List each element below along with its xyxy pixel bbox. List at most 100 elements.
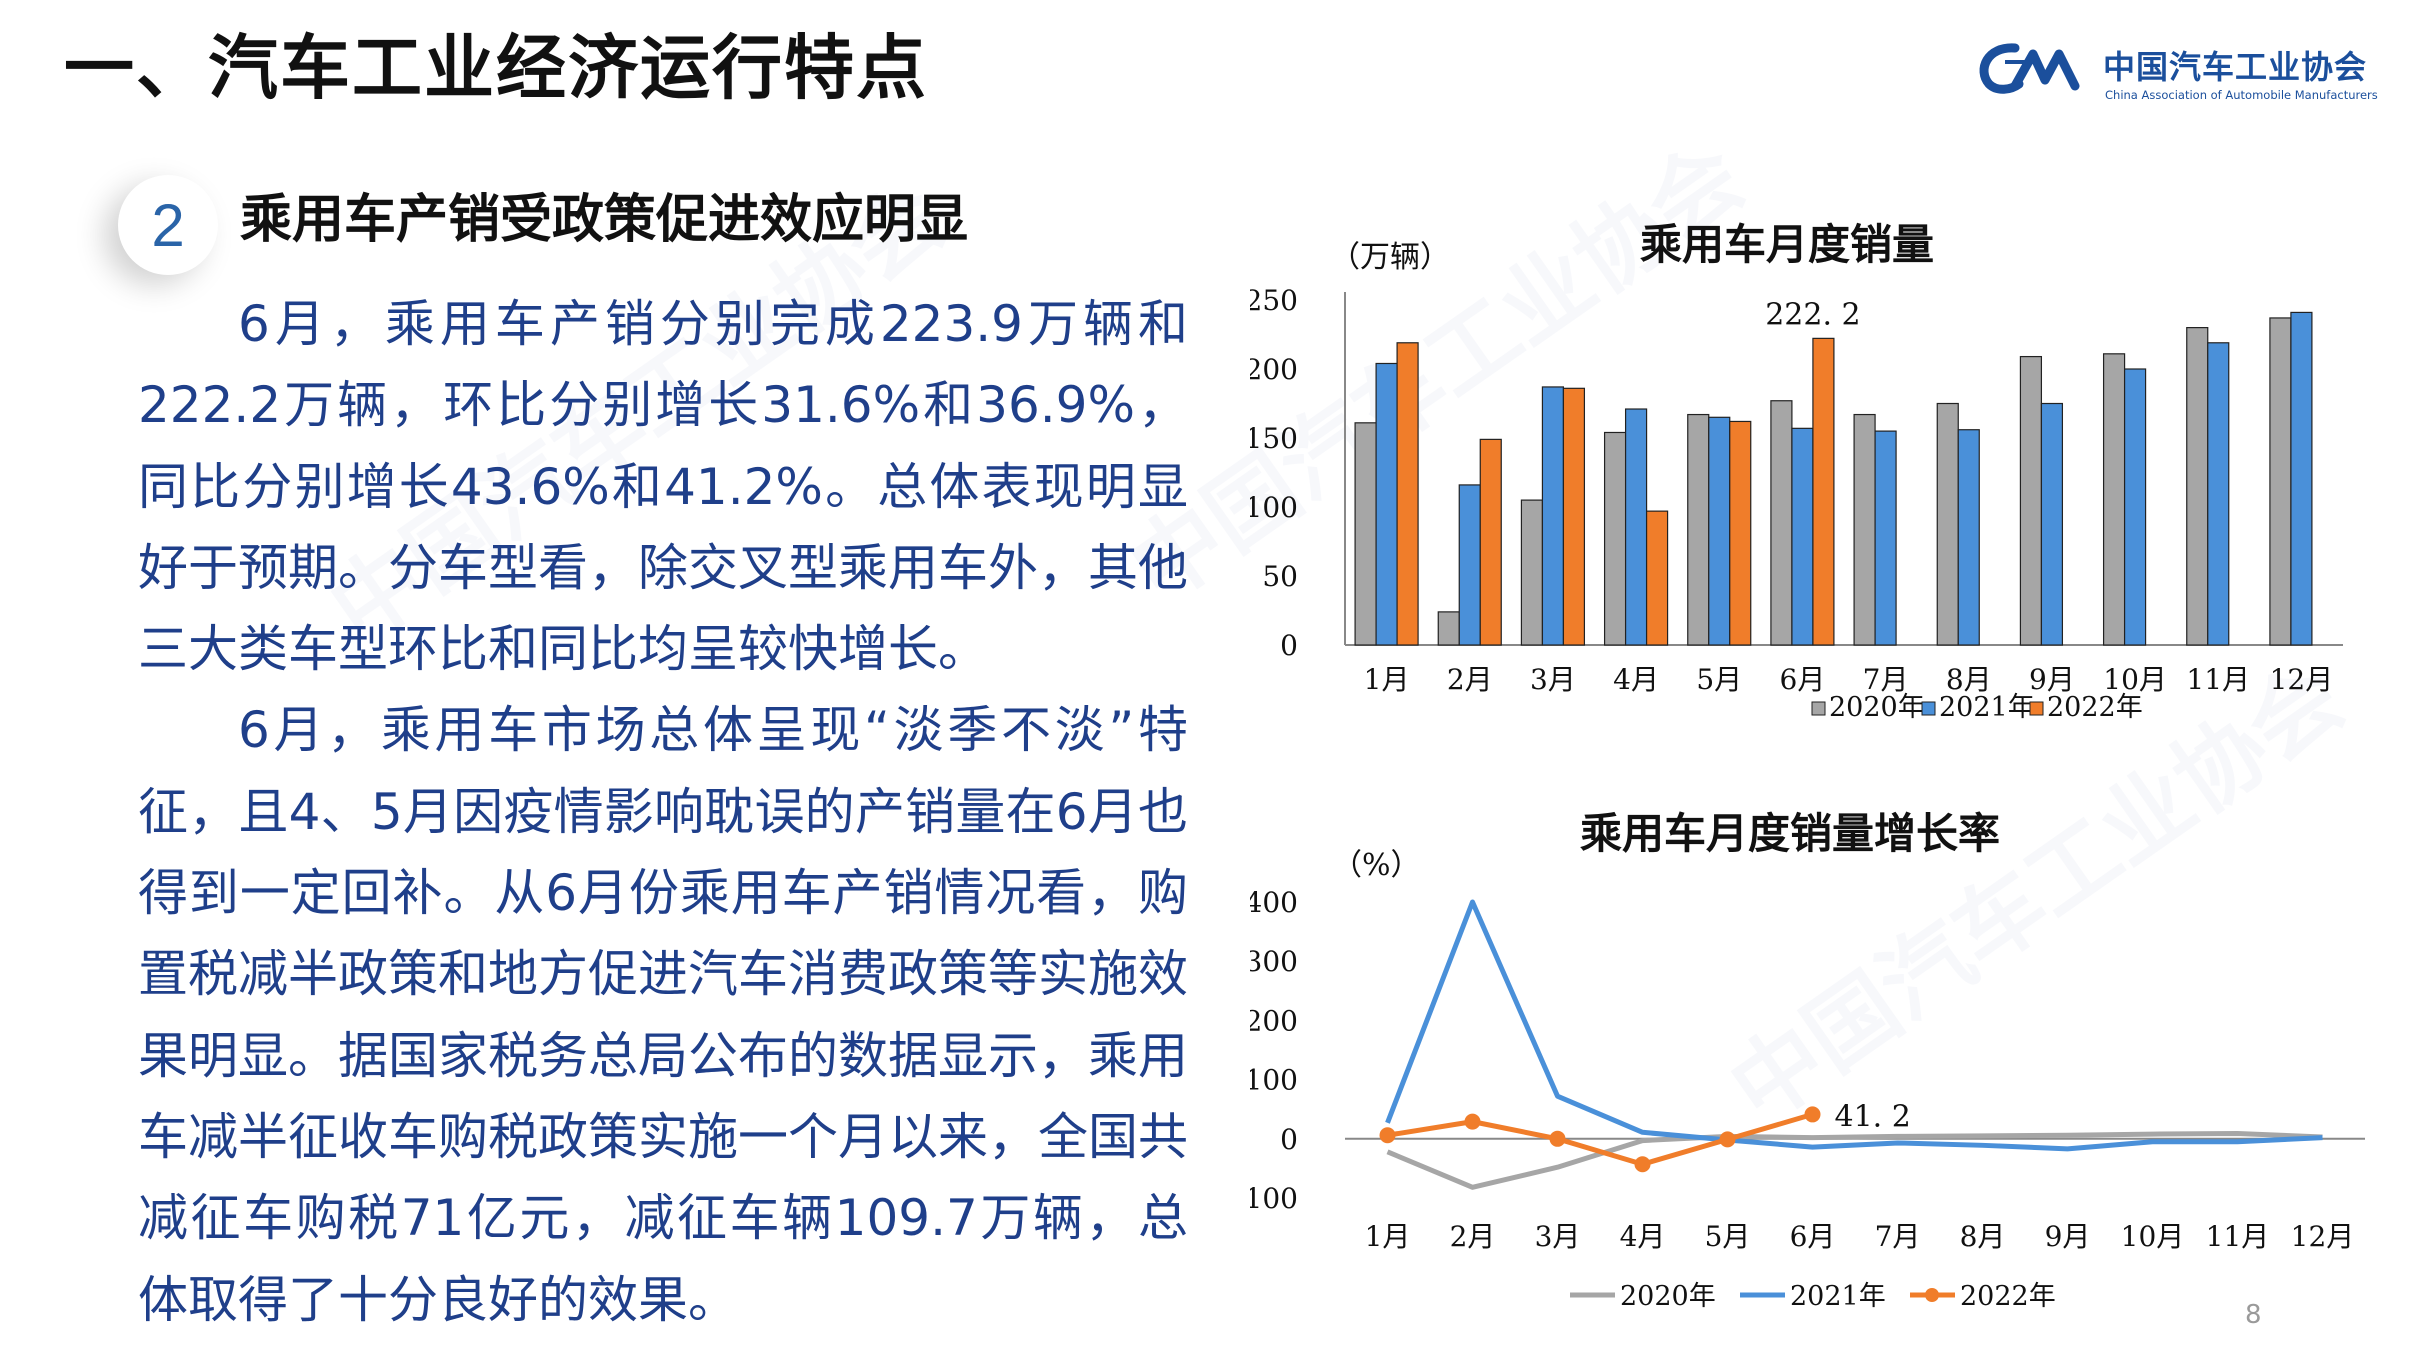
x-tick-label: 3月: [1535, 1220, 1581, 1253]
body-paragraph: 6月，乘用车市场总体呈现“淡季不淡”特征，且4、5月因疫情影响耽误的产销量在6月…: [138, 701, 1188, 1329]
bar-2022年: [1729, 420, 1752, 646]
slide-title: 一、汽车工业经济运行特点: [64, 27, 928, 109]
y-tick-label: 200: [1250, 353, 1298, 386]
section-title: 乘用车产销受政策促进效应明显: [240, 190, 969, 250]
legend-label: 2022年: [2047, 692, 2143, 723]
y-tick-label: 100: [1250, 491, 1298, 524]
y-tick-label: 250: [1250, 284, 1298, 317]
bar-2021年: [2123, 368, 2147, 646]
x-tick-label: 8月: [1960, 1220, 2006, 1253]
bar-2021年: [1708, 416, 1731, 646]
x-tick-label: 3月: [1530, 663, 1576, 696]
bar-2022年: [1396, 342, 1419, 646]
bar-2020年: [2102, 353, 2126, 646]
legend-swatch: [1811, 701, 1826, 716]
series-line-2021年: [1385, 899, 2323, 1152]
bar-2020年: [1520, 499, 1544, 646]
section-number-badge: 2: [118, 175, 218, 275]
bar-2020年: [1936, 402, 1959, 646]
bar-chart-title: 乘用车月度销量: [1640, 220, 1935, 269]
x-tick-label: 10月: [2121, 1220, 2185, 1253]
bar-2021年: [1458, 484, 1481, 646]
bar-2021年: [1957, 429, 1980, 646]
y-tick-label: 400: [1250, 886, 1298, 919]
body-paragraph: 6月，乘用车产销分别完成223.9万辆和222.2万辆，环比分别增长31.6%和…: [138, 295, 1188, 679]
y-tick-label: 200: [1250, 1004, 1298, 1037]
x-tick-label: 9月: [2029, 663, 2075, 696]
legend-swatch: [1921, 701, 1936, 716]
data-point-2022年: [1464, 1113, 1481, 1130]
y-tick-label: 0: [1280, 629, 1298, 662]
x-tick-label: 6月: [1780, 663, 1826, 696]
y-tick-label: 300: [1250, 945, 1298, 978]
legend-label: 2020年: [1829, 692, 1925, 723]
legend-label: 2020年: [1620, 1281, 1716, 1312]
bar-2020年: [2019, 355, 2043, 646]
bar-2021年: [1541, 386, 1565, 646]
line-chart-title: 乘用车月度销量增长率: [1580, 809, 2001, 858]
data-label: 41. 2: [1835, 1099, 1911, 1134]
x-tick-label: 4月: [1620, 1220, 1666, 1253]
series-line-2020年: [1386, 1130, 2323, 1190]
x-tick-label: 5月: [1705, 1220, 1751, 1253]
x-tick-label: 1月: [1365, 1220, 1411, 1253]
bar-chart: （万辆） 0 50 100 150 200 250 1月 2月 3月 4月 5月 6月 7月 8月 9月 10月…: [1250, 240, 2343, 723]
x-tick-label: 8月: [1946, 663, 1992, 696]
bar-2020年: [2186, 326, 2209, 646]
data-point-2022年: [1549, 1130, 1566, 1147]
y-tick-label: 150: [1250, 422, 1298, 455]
x-tick-label: 12月: [2270, 663, 2334, 696]
data-point-2022年: [1719, 1131, 1736, 1148]
y-axis-unit: （%）: [1332, 848, 1421, 883]
data-point-2022年: [1804, 1106, 1821, 1123]
bar-2022年: [1562, 387, 1586, 646]
x-tick-label: 7月: [1863, 663, 1909, 696]
x-tick-label: 10月: [2103, 663, 2167, 696]
x-tick-label: 12月: [2291, 1220, 2355, 1253]
caam-logo: 中国汽车工业协会 China Association of Automobile…: [1975, 36, 2395, 116]
x-tick-label: 9月: [2045, 1220, 2091, 1253]
bar-2020年: [1770, 400, 1793, 646]
x-tick-label: 6月: [1790, 1220, 1836, 1253]
y-tick-label: 50: [1262, 560, 1298, 593]
body-text: 6月，乘用车产销分别完成223.9万辆和222.2万辆，环比分别增长31.6%和…: [138, 284, 1188, 1341]
bar-2020年: [1687, 413, 1710, 646]
x-tick-label: 7月: [1875, 1220, 1921, 1253]
x-tick-label: 11月: [2206, 1220, 2270, 1253]
bar-2020年: [1603, 431, 1627, 646]
y-tick-label: -100: [1250, 1182, 1298, 1215]
y-tick-label: 0: [1280, 1123, 1298, 1156]
bar-2021年: [2290, 311, 2313, 646]
data-point-2022年: [1379, 1127, 1396, 1144]
bar-2020年: [1354, 422, 1377, 646]
bar-2021年: [1791, 427, 1814, 646]
bar-2020年: [2269, 317, 2292, 646]
bar-2020年: [1437, 611, 1460, 646]
bar-2022年: [1645, 510, 1669, 646]
x-tick-label: 5月: [1696, 663, 1742, 696]
y-axis-unit: （万辆）: [1330, 240, 1450, 275]
bar-2021年: [2207, 342, 2230, 646]
legend-label: 2021年: [1939, 692, 2035, 723]
x-tick-label: 11月: [2186, 663, 2250, 696]
bar-2022年: [1812, 337, 1835, 646]
bar-2021年: [1874, 430, 1897, 646]
bar-2021年: [2040, 402, 2064, 646]
bar-2020年: [1853, 413, 1876, 646]
legend-swatch: [2029, 701, 2044, 716]
caam-logo-mark: [1979, 43, 2080, 94]
data-label: 222. 2: [1765, 297, 1860, 332]
line-chart: （%） -100 0 100 200 300 400 1月 2月 3月 4月 5月 6月 7月 8月 9月 10…: [1250, 848, 2365, 1312]
bar-2021年: [1375, 362, 1398, 646]
bar-2021年: [1624, 408, 1648, 646]
bar-2022年: [1479, 438, 1502, 646]
logo-name-cn: 中国汽车工业协会: [2103, 48, 2368, 86]
page-number: 8: [2245, 1300, 2262, 1330]
x-tick-label: 1月: [1364, 663, 1410, 696]
legend-marker: [1925, 1288, 1939, 1302]
x-tick-label: 4月: [1613, 663, 1659, 696]
legend-label: 2022年: [1960, 1281, 2056, 1312]
legend-label: 2021年: [1790, 1281, 1886, 1312]
y-tick-label: 100: [1250, 1064, 1298, 1097]
logo-name-en: China Association of Automobile Manufact…: [2105, 88, 2378, 102]
